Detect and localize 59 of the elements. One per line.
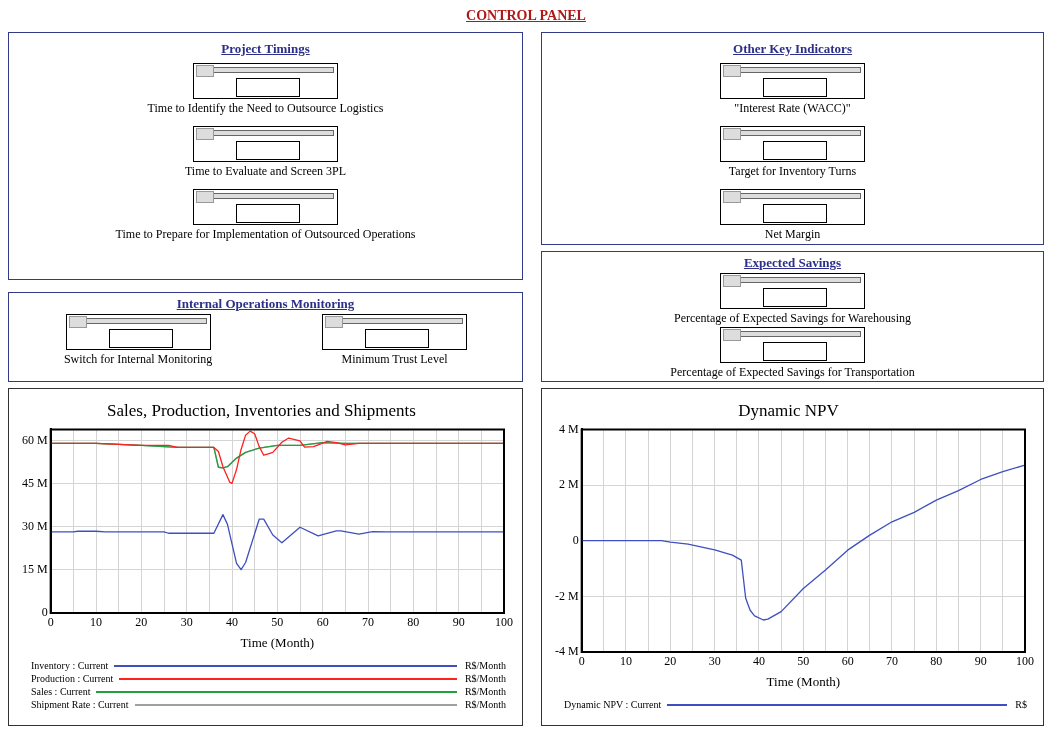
x-tick-label: 30 xyxy=(708,654,721,669)
text: Project Timings xyxy=(220,41,311,57)
x-tick-label: 40 xyxy=(753,654,765,669)
x-tick-label: 80 xyxy=(930,654,943,669)
text: Expected Savings xyxy=(742,255,843,271)
x-tick-label: 20 xyxy=(664,654,677,669)
x-tick-label: 10 xyxy=(620,654,632,669)
text: Target for Inventory Turns xyxy=(727,164,858,179)
x-tick-label: 70 xyxy=(886,654,898,669)
legend-label: Inventory : Current xyxy=(31,660,109,671)
y-tick-label: 0 xyxy=(572,532,579,547)
x-tick-label: 30 xyxy=(180,615,193,630)
text: R$/Month xyxy=(464,673,506,684)
x-tick-label: 70 xyxy=(362,615,374,630)
x-tick-label: 100 xyxy=(1016,654,1034,669)
x-tick-label: 100 xyxy=(495,615,513,630)
text: Percentage of Expected Savings for Transportation xyxy=(669,365,916,380)
text: Percentage of Expected Savings for Warehousing xyxy=(672,311,913,326)
x-tick-label: 90 xyxy=(974,654,987,669)
x-tick-label: 50 xyxy=(271,615,284,630)
x-tick-label: 40 xyxy=(226,615,238,630)
text: R$/Month xyxy=(464,660,506,671)
y-tick-label: 15 M xyxy=(22,562,48,577)
y-tick-label: 4 M xyxy=(558,421,579,436)
x-tick-label: 10 xyxy=(90,615,102,630)
text: R$/Month xyxy=(464,686,506,697)
y-tick-label: 0 xyxy=(41,605,48,620)
text: Net Margin xyxy=(763,227,822,242)
chart-title: Sales, Production, Inventories and Shipments xyxy=(107,400,416,420)
x-axis-title: Time (Month) xyxy=(766,673,841,689)
text: Other Key Indicators xyxy=(732,41,853,57)
y-tick-label: -4 M xyxy=(554,644,579,659)
y-tick-label: 45 M xyxy=(22,476,48,491)
text: R$/Month xyxy=(464,699,506,710)
chart-title: Dynamic NPV xyxy=(738,400,840,420)
text: Time to Evaluate and Screen 3PL xyxy=(183,164,348,179)
x-tick-label: 50 xyxy=(797,654,810,669)
text: CONTROL PANEL xyxy=(465,8,587,24)
legend-label: Sales : Current xyxy=(31,686,91,697)
legend-label: Shipment Rate : Current xyxy=(31,699,129,710)
text: Internal Operations Monitoring xyxy=(175,296,356,312)
y-tick-label: 2 M xyxy=(558,477,579,492)
text: "Interest Rate (WACC)" xyxy=(733,101,852,116)
y-tick-label: 60 M xyxy=(22,433,48,448)
x-tick-label: 60 xyxy=(841,654,854,669)
x-tick-label: 80 xyxy=(407,615,420,630)
text: Minimum Trust Level xyxy=(340,352,449,367)
legend-label: Production : Current xyxy=(31,673,114,684)
x-tick-label: 90 xyxy=(452,615,465,630)
x-axis-title: Time (Month) xyxy=(240,634,315,650)
text: R$ xyxy=(1015,699,1027,710)
text: Time to Identify the Need to Outsource Logistics xyxy=(146,101,385,116)
text: Switch for Internal Monitoring xyxy=(63,352,213,367)
y-tick-label: -2 M xyxy=(554,588,579,603)
x-tick-label: 60 xyxy=(316,615,329,630)
legend-label: Dynamic NPV : Current xyxy=(564,699,662,710)
text: Time to Prepare for Implementation of Outsourced Operations xyxy=(114,227,417,242)
y-tick-label: 30 M xyxy=(22,519,48,534)
x-tick-label: 20 xyxy=(135,615,148,630)
